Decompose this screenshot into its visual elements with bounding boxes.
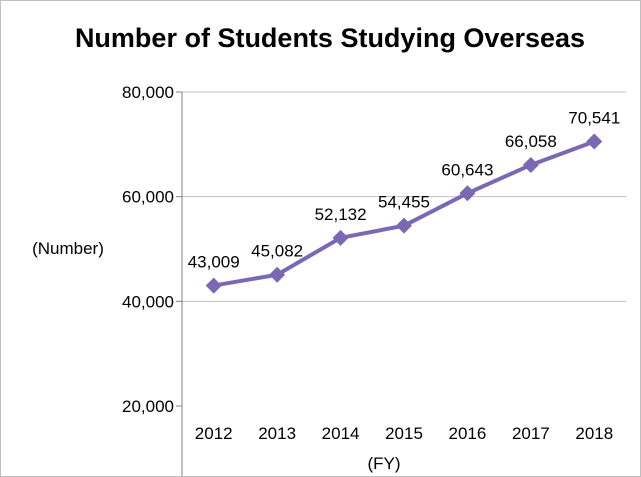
x-tick-label: 2014 [322,424,360,443]
x-tick-label: 2018 [575,424,613,443]
y-tick-label: 20,000 [122,397,174,416]
data-label: 66,058 [505,132,557,151]
data-labels: 43,009 45,082 52,132 54,455 60,643 66,058 70,5… [188,109,621,272]
x-tick-label: 2017 [512,424,550,443]
data-label: 54,455 [378,193,430,212]
gridlines [182,91,626,302]
x-tick-label: 2013 [258,424,296,443]
y-tick-label: 60,000 [122,188,174,207]
x-tick-label: 2015 [385,424,423,443]
data-point-marker [332,229,349,246]
y-tick-label: 40,000 [122,292,174,311]
data-point-marker [396,217,412,234]
data-point-marker [205,277,222,294]
axes [176,91,183,476]
x-tick-label: 2016 [449,424,487,443]
data-label: 52,132 [315,205,367,224]
chart-title: Number of Students Studying Overseas [75,23,585,53]
x-tick-label: 2012 [195,424,233,443]
series-group [205,133,603,294]
data-label: 43,009 [188,253,240,272]
y-axis-label: (Number) [32,239,104,258]
y-tick-labels: 20,000 40,000 60,000 80,000 [122,83,174,416]
y-tick-label: 80,000 [122,83,174,102]
data-point-marker [586,133,603,150]
data-label: 70,541 [568,109,620,128]
data-label: 45,082 [251,242,303,261]
data-point-marker [522,156,539,173]
data-point-marker [269,266,286,283]
x-tick-labels: 2012 2013 2014 2015 2016 2017 2018 [195,424,613,443]
data-point-marker [459,185,476,202]
x-axis-label: (FY) [367,454,400,473]
data-label: 60,643 [441,160,493,179]
